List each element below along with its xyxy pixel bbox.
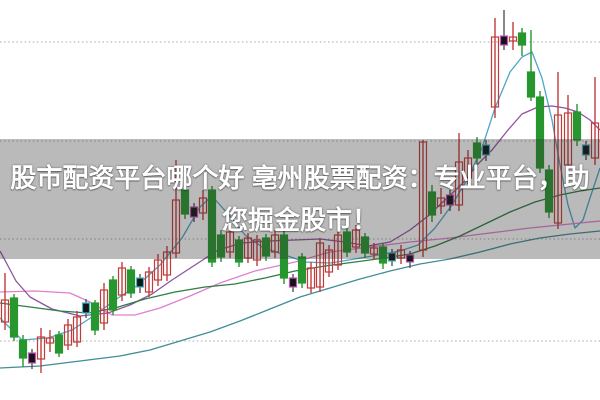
candle-body-up (117, 267, 127, 296)
candle-body-down (207, 189, 217, 263)
candle-body-up (144, 271, 154, 293)
candle-body-up (99, 289, 109, 324)
candle-body-up (225, 231, 235, 253)
candle-body-up (454, 161, 464, 206)
candle-body-down (234, 239, 244, 263)
candle-body-down (279, 234, 289, 279)
ma-darkgreen (0, 187, 600, 314)
candle-body-darkC (481, 144, 491, 156)
candle-body-up (63, 324, 73, 346)
candle-body-up (369, 247, 379, 255)
candle-body-up (333, 234, 343, 266)
candle-body-down (297, 256, 307, 284)
candle-body-down (180, 189, 190, 215)
candle-body-up (0, 299, 10, 323)
candle-body-darkM (27, 352, 37, 364)
candle-body-up (198, 197, 208, 214)
candle-body-down (18, 339, 28, 359)
candle-body-up (490, 36, 500, 108)
candle-body-up (315, 242, 325, 288)
candle-body-darkM (189, 206, 199, 218)
candle-body-up (396, 249, 406, 259)
candle-body-up (590, 122, 600, 159)
candle-body-darkC (135, 277, 145, 288)
candle-body-darkC (387, 252, 397, 262)
candle-body-down (572, 111, 582, 141)
candle-body-up (252, 239, 262, 261)
candle-body-darkM (405, 254, 415, 263)
candle-body-up (153, 259, 163, 281)
candle-body-darkC (581, 144, 591, 156)
candle-body-down (517, 32, 527, 46)
candle-body-darkM (499, 35, 509, 46)
candle-body-up (436, 197, 446, 207)
candle-body-down (427, 191, 437, 216)
ma-purple (0, 105, 600, 317)
candle-body-up (270, 234, 280, 253)
candle-body-down (360, 236, 370, 254)
candle-body-up (563, 112, 573, 166)
candle-body-down (535, 96, 545, 169)
candle-body-darkC (81, 302, 91, 314)
candle-body-up (45, 337, 55, 344)
candle-body-down (544, 169, 554, 213)
candle-body-up (162, 251, 172, 276)
candle-body-up (324, 249, 334, 273)
candle-body-down (216, 234, 226, 258)
candle-body-down (108, 279, 118, 311)
candle-body-down (90, 302, 100, 331)
candle-body-up (351, 229, 361, 248)
candle-body-down (378, 246, 388, 264)
candle-body-up (418, 141, 428, 251)
ma-pink (0, 220, 600, 316)
candle-body-down (54, 334, 64, 354)
candle-body-up (463, 157, 473, 179)
candle-body-down (261, 237, 271, 257)
candle-body-up (72, 316, 82, 343)
candle-body-down (526, 71, 536, 98)
candle-body-up (553, 114, 563, 224)
candle-body-down (342, 231, 352, 253)
candle-body-down (9, 297, 19, 338)
candle-body-up (243, 237, 253, 259)
candle-body-darkM (445, 194, 455, 206)
candle-body-down (472, 142, 482, 159)
candle-body-up (36, 336, 46, 360)
ma-teal-slow (0, 230, 600, 369)
candle-body-up (306, 267, 316, 289)
candle-body-down (126, 269, 136, 294)
candle-body-darkM (288, 277, 298, 288)
candle-body-up (171, 199, 181, 254)
candle-body-up (508, 36, 518, 42)
